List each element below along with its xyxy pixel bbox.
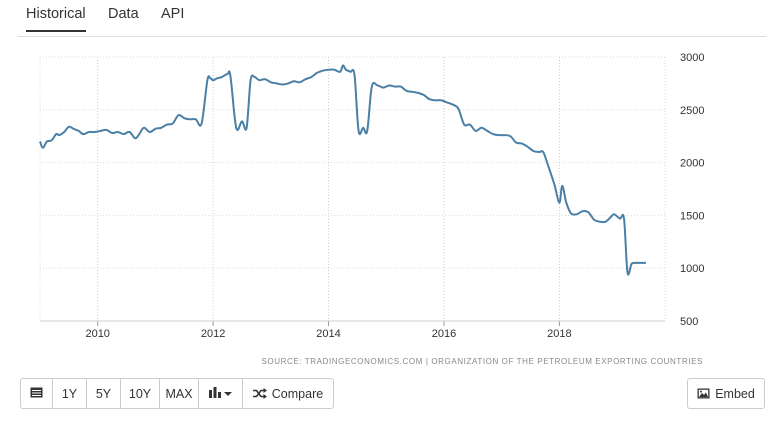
x-tick-label: 2016 bbox=[432, 328, 456, 340]
tab-api[interactable]: API bbox=[161, 6, 185, 22]
x-tick-label: 2014 bbox=[316, 328, 340, 340]
range-10y-button[interactable]: 10Y bbox=[120, 378, 160, 409]
tab-data[interactable]: Data bbox=[108, 6, 139, 22]
range-max-button[interactable]: MAX bbox=[159, 378, 199, 409]
chart-toolbar: 1Y 5Y 10Y MAX Compare bbox=[20, 378, 334, 409]
y-tick-label: 1000 bbox=[680, 263, 704, 275]
image-icon bbox=[697, 388, 710, 399]
y-tick-label: 2500 bbox=[680, 105, 704, 117]
range-1y-button[interactable]: 1Y bbox=[52, 378, 87, 409]
tab-bar: Historical Data API bbox=[18, 0, 766, 37]
range-5y-button[interactable]: 5Y bbox=[86, 378, 121, 409]
tab-historical[interactable]: Historical bbox=[26, 6, 86, 32]
line-chart: 3000 2500 2000 1500 1000 500 2010 2012 2014 2016 2… bbox=[39, 52, 704, 340]
x-tick-label: 2018 bbox=[547, 328, 571, 340]
shuffle-icon bbox=[252, 388, 267, 399]
calendar-icon bbox=[30, 386, 43, 401]
compare-label: Compare bbox=[271, 386, 324, 401]
x-tick-label: 2012 bbox=[201, 328, 225, 340]
x-tick-label: 2010 bbox=[85, 328, 109, 340]
y-tick-label: 2000 bbox=[680, 158, 704, 170]
y-tick-label: 500 bbox=[680, 316, 698, 328]
compare-button[interactable]: Compare bbox=[242, 378, 334, 409]
embed-button[interactable]: Embed bbox=[687, 378, 765, 409]
source-caption: SOURCE: TRADINGECONOMICS.COM | ORGANIZAT… bbox=[261, 357, 703, 366]
chevron-down-icon bbox=[224, 391, 232, 396]
y-tick-label: 3000 bbox=[680, 52, 704, 64]
y-tick-label: 1500 bbox=[680, 210, 704, 222]
series-line bbox=[39, 64, 646, 276]
bar-chart-icon bbox=[209, 386, 221, 401]
chart-type-dropdown[interactable] bbox=[198, 378, 243, 409]
calendar-button[interactable] bbox=[20, 378, 53, 409]
chart-area: 3000 2500 2000 1500 1000 500 2010 2012 2014 2016 2… bbox=[0, 36, 782, 376]
embed-label: Embed bbox=[715, 386, 755, 401]
